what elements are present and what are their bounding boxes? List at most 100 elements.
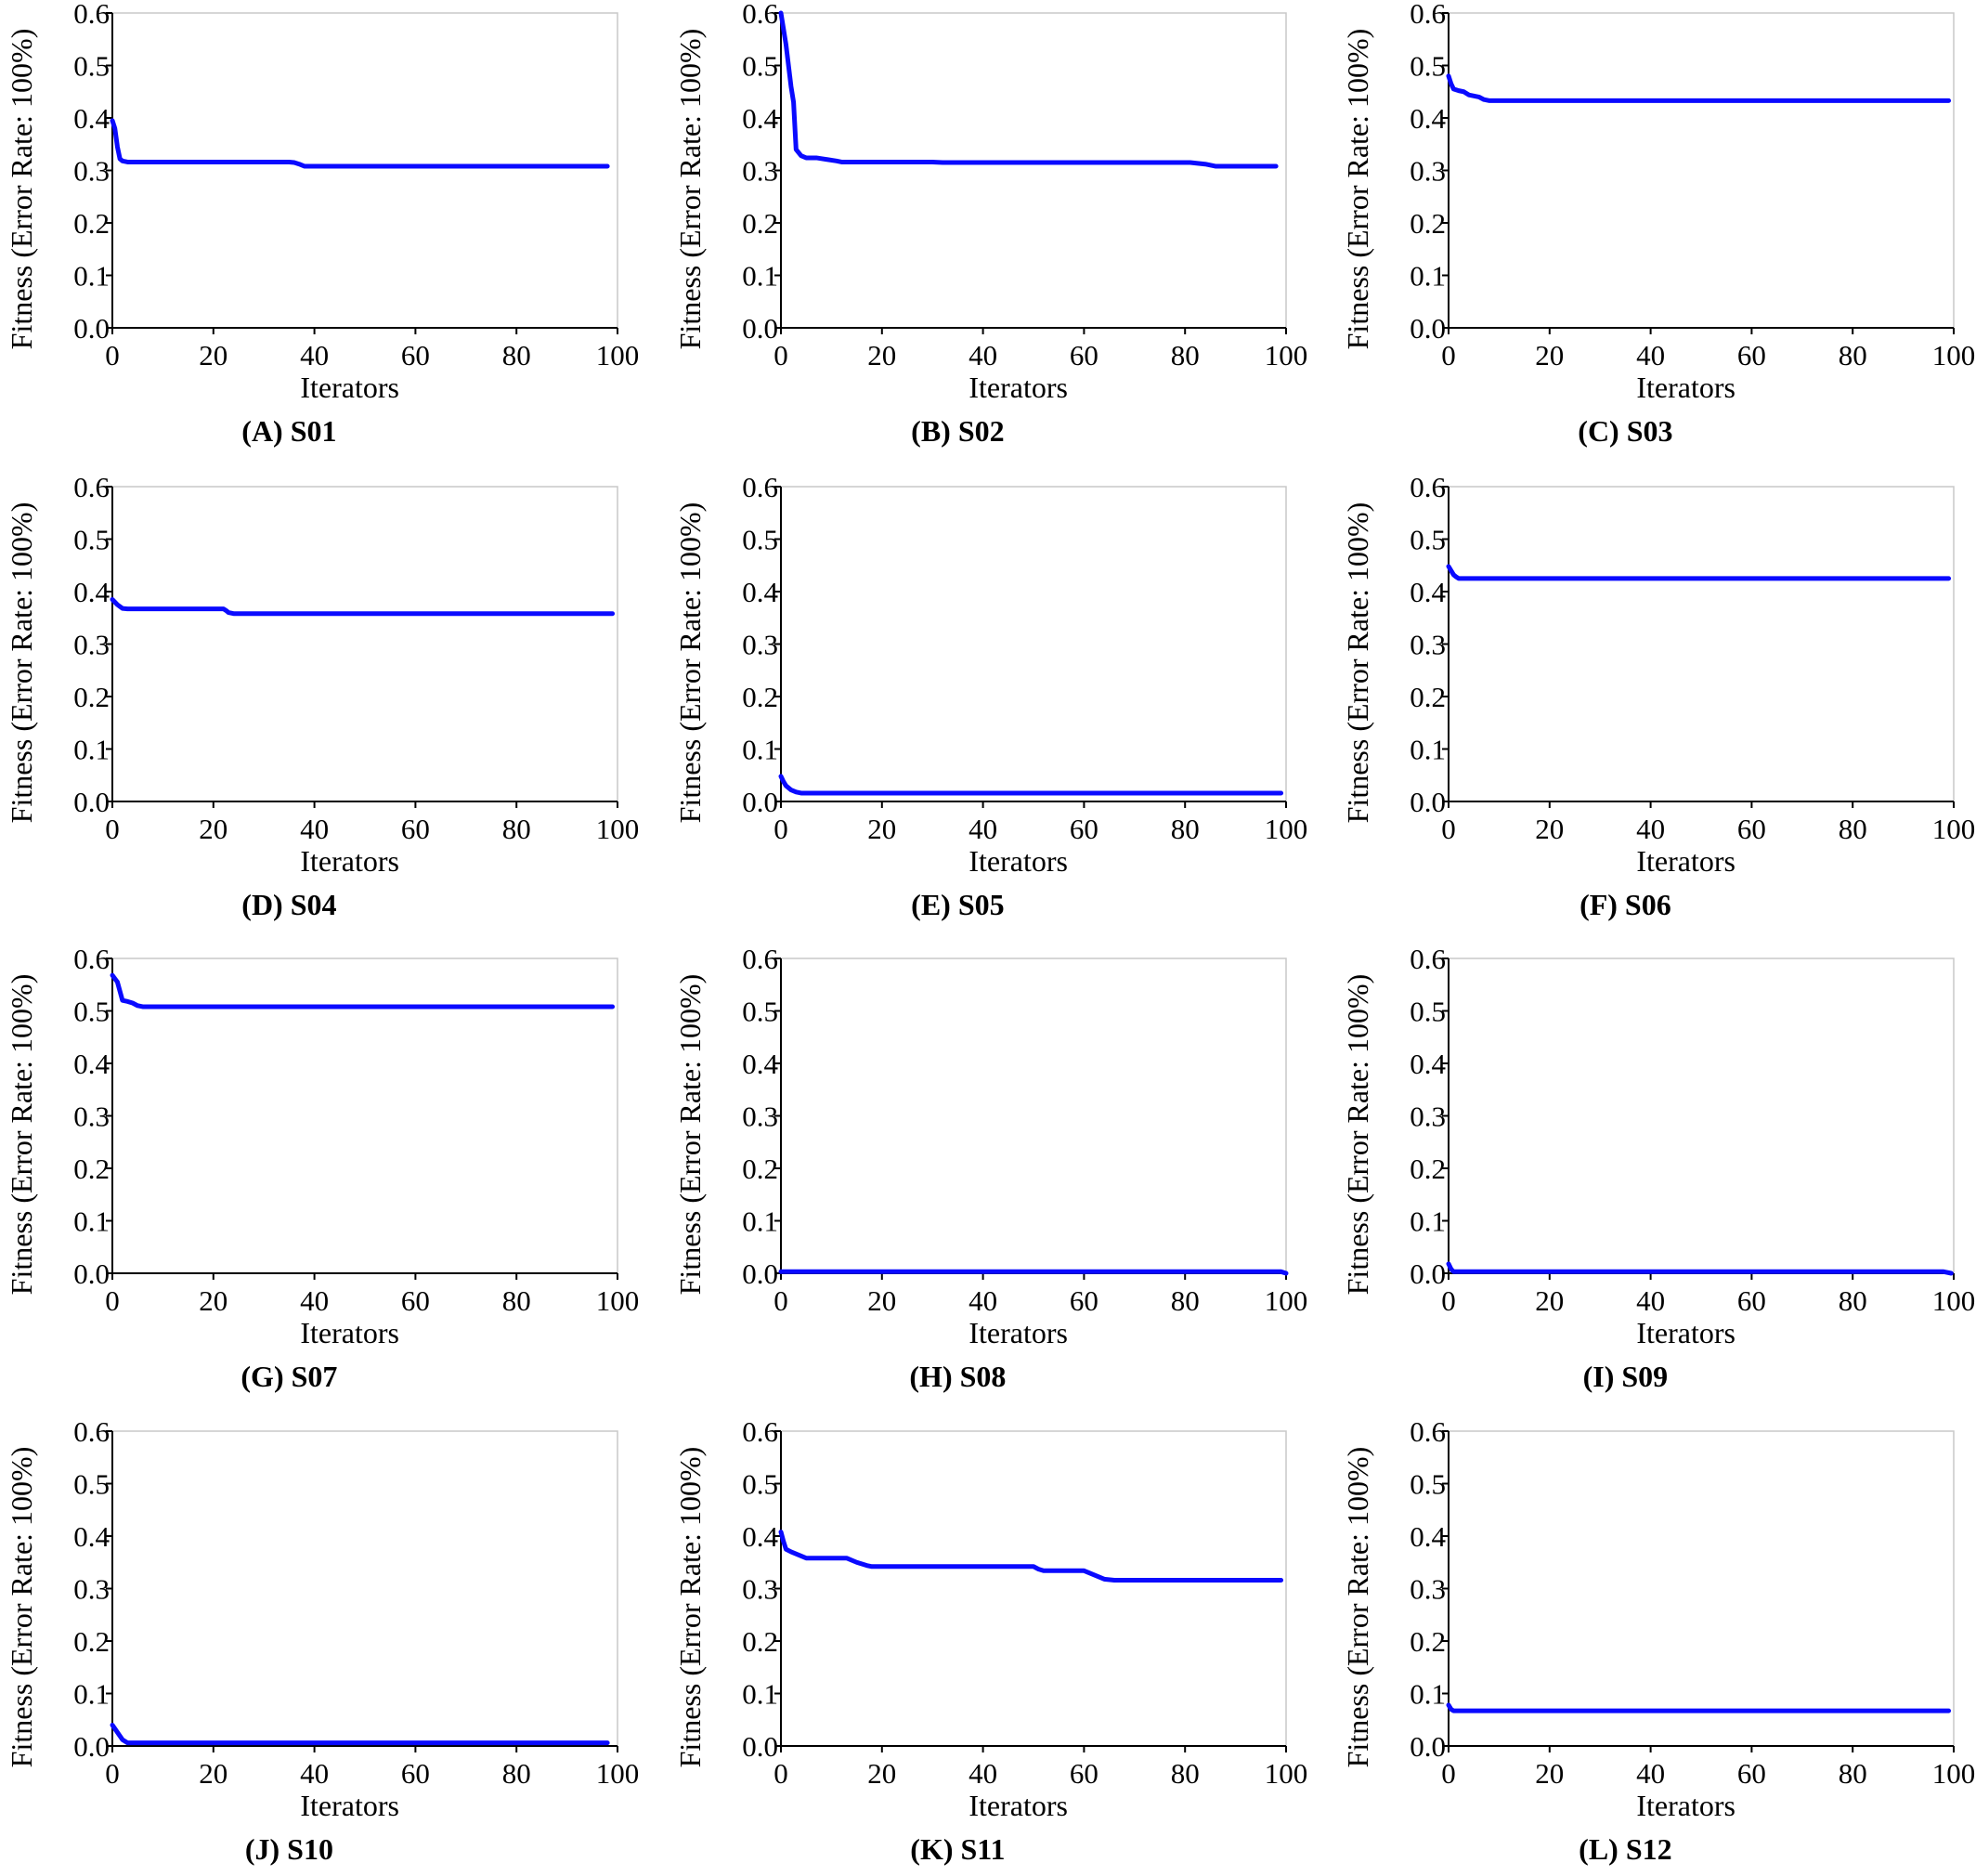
y-tick-label: 0.6 xyxy=(742,943,778,975)
y-tick-label: 0.1 xyxy=(742,260,778,293)
x-tick-label: 60 xyxy=(1070,1757,1098,1790)
x-axis-title: Iterators xyxy=(1636,371,1736,404)
y-tick-label: 0.6 xyxy=(1410,1415,1446,1448)
x-axis-title: Iterators xyxy=(968,371,1068,404)
x-axis-title: Iterators xyxy=(1636,1789,1736,1822)
x-tick-label: 40 xyxy=(1636,339,1665,371)
y-tick-label: 0.5 xyxy=(742,996,778,1028)
x-tick-label: 100 xyxy=(1265,1757,1308,1790)
y-tick-label: 0.1 xyxy=(1410,1205,1446,1238)
y-tick-label: 0.5 xyxy=(73,996,110,1028)
x-tick-label: 60 xyxy=(1070,1284,1098,1317)
y-axis-title: Fitness (Error Rate: 100%) xyxy=(1341,974,1374,1296)
panel-caption: (I) S09 xyxy=(1583,1360,1669,1393)
y-tick-label: 0.2 xyxy=(742,1153,778,1185)
y-tick-label: 0.2 xyxy=(73,681,110,713)
plot-frame xyxy=(111,486,618,802)
y-tick-label: 0.0 xyxy=(742,1257,778,1290)
x-tick-label: 20 xyxy=(1535,1284,1564,1317)
x-axis-title: Iterators xyxy=(968,1316,1068,1349)
panel-caption: (L) S12 xyxy=(1579,1832,1671,1866)
y-axis-title: Fitness (Error Rate: 100%) xyxy=(673,1447,707,1768)
x-tick-label: 60 xyxy=(1737,813,1766,845)
y-axis-title: Fitness (Error Rate: 100%) xyxy=(5,29,38,350)
x-tick-label: 100 xyxy=(1932,813,1976,845)
x-tick-label: 100 xyxy=(596,1757,640,1790)
x-tick-label: 100 xyxy=(1932,339,1976,371)
x-tick-label: 20 xyxy=(867,339,896,371)
x-tick-label: 40 xyxy=(968,1757,997,1790)
panel-caption: (G) S07 xyxy=(240,1360,337,1393)
x-tick-label: 0 xyxy=(774,1284,788,1317)
x-tick-label: 40 xyxy=(968,813,997,845)
y-axis-title: Fitness (Error Rate: 100%) xyxy=(673,502,707,824)
y-tick-label: 0.4 xyxy=(1410,1520,1446,1553)
y-tick-label: 0.3 xyxy=(1410,629,1446,661)
series-line xyxy=(778,774,1284,796)
x-tick-label: 100 xyxy=(596,339,640,371)
x-tick-label: 80 xyxy=(1839,1757,1867,1790)
panel-caption: (F) S06 xyxy=(1580,888,1671,921)
y-tick-label: 0.1 xyxy=(73,260,110,293)
y-tick-label: 0.6 xyxy=(742,0,778,30)
y-tick-label: 0.4 xyxy=(1410,102,1446,135)
panel-caption: (E) S05 xyxy=(911,888,1004,921)
y-tick-label: 0.0 xyxy=(742,312,778,345)
y-tick-label: 0.2 xyxy=(73,1625,110,1658)
panel-caption: (B) S02 xyxy=(911,414,1004,448)
x-axis-title: Iterators xyxy=(300,371,399,404)
y-tick-label: 0.4 xyxy=(1410,1048,1446,1080)
y-tick-label: 0.0 xyxy=(73,786,110,818)
x-axis-title: Iterators xyxy=(300,1316,399,1349)
x-axis-title: Iterators xyxy=(968,844,1068,878)
x-tick-label: 100 xyxy=(1932,1757,1976,1790)
x-tick-label: 20 xyxy=(867,1757,896,1790)
x-tick-label: 60 xyxy=(1737,1284,1766,1317)
x-axis-title: Iterators xyxy=(300,844,399,878)
x-tick-label: 80 xyxy=(1171,1757,1200,1790)
y-tick-label: 0.2 xyxy=(1410,681,1446,713)
x-tick-label: 60 xyxy=(1070,813,1098,845)
panel-i-s09: 0.0 0.1 0.2 0.3 0.4 0.5 0.6 0 20 40 60 80 100 Iterato… xyxy=(1341,943,1975,1393)
plot-frame xyxy=(111,1430,618,1747)
series-line xyxy=(110,972,616,1010)
y-tick-label: 0.5 xyxy=(1410,524,1446,556)
y-tick-label: 0.1 xyxy=(73,1678,110,1711)
panel-d-s04: 0.0 0.1 0.2 0.3 0.4 0.5 0.6 0 20 40 60 80 100 Iterato… xyxy=(5,471,639,921)
x-tick-label: 20 xyxy=(199,1757,228,1790)
panel-g-s07: 0.0 0.1 0.2 0.3 0.4 0.5 0.6 0 20 40 60 80 100 Iterato… xyxy=(5,943,639,1393)
y-tick-label: 0.6 xyxy=(73,943,110,975)
y-tick-label: 0.3 xyxy=(1410,155,1446,188)
panel-a-s01: 0.0 0.1 0.2 0.3 0.4 0.5 0.6 0 20 40 60 80 100 Iterato… xyxy=(5,0,639,448)
y-tick-label: 0.4 xyxy=(742,102,778,135)
x-tick-label: 60 xyxy=(1070,339,1098,371)
y-tick-label: 0.0 xyxy=(73,1257,110,1290)
x-tick-label: 60 xyxy=(401,339,430,371)
x-tick-label: 60 xyxy=(1737,339,1766,371)
panel-caption: (D) S04 xyxy=(241,888,336,921)
series-line xyxy=(1446,73,1952,103)
series-line xyxy=(1446,564,1952,581)
x-tick-label: 100 xyxy=(1932,1284,1976,1317)
series-line xyxy=(110,596,616,617)
x-tick-label: 0 xyxy=(105,1757,120,1790)
y-tick-label: 0.6 xyxy=(73,0,110,30)
y-axis-title: Fitness (Error Rate: 100%) xyxy=(673,29,707,350)
panel-e-s05: 0.0 0.1 0.2 0.3 0.4 0.5 0.6 0 20 40 60 80 100 Iterato… xyxy=(673,471,1307,921)
series-line xyxy=(110,118,610,169)
panel-k-s11: 0.0 0.1 0.2 0.3 0.4 0.5 0.6 0 20 40 60 80 100 Iterato… xyxy=(673,1415,1307,1866)
x-tick-label: 60 xyxy=(401,1757,430,1790)
panel-caption: (K) S11 xyxy=(910,1832,1005,1866)
x-tick-label: 20 xyxy=(867,1284,896,1317)
y-tick-label: 0.0 xyxy=(742,1730,778,1763)
x-tick-label: 80 xyxy=(502,339,531,371)
y-tick-label: 0.1 xyxy=(742,1678,778,1711)
y-tick-label: 0.4 xyxy=(1410,576,1446,608)
y-axis-title: Fitness (Error Rate: 100%) xyxy=(673,974,707,1296)
y-tick-label: 0.3 xyxy=(73,1573,110,1606)
x-tick-label: 0 xyxy=(1441,1757,1456,1790)
x-tick-label: 80 xyxy=(1171,339,1200,371)
series-line xyxy=(1446,1261,1954,1276)
y-tick-label: 0.1 xyxy=(1410,1678,1446,1711)
x-tick-label: 0 xyxy=(774,1757,788,1790)
